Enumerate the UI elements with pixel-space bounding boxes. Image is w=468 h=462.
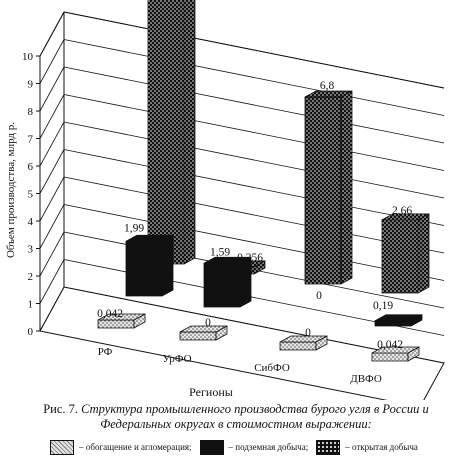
bar-front: [381, 219, 419, 294]
bar-side: [340, 90, 353, 285]
bar-top: [97, 313, 146, 321]
bar-1-0: [125, 234, 174, 297]
x-tick-label: РФ: [98, 346, 113, 358]
figure-caption: Рис. 7. Структура промышленного производ…: [8, 402, 464, 432]
legend-item-openpit: – открытая добыча: [316, 439, 418, 455]
data-label: 1,99: [124, 222, 144, 234]
bar-top: [279, 335, 328, 343]
bar-front: [374, 320, 412, 327]
bar-top: [371, 346, 420, 354]
gridline-back: [63, 121, 445, 199]
data-label: 1,59: [210, 246, 230, 258]
bar-side: [161, 234, 174, 297]
data-label: 0,042: [97, 308, 123, 320]
y-axis-label: Объем производства, млрд р.: [5, 122, 17, 258]
data-label: 6,8: [320, 80, 335, 92]
y-tick-label: 4: [28, 216, 34, 228]
data-label: 0: [305, 327, 311, 339]
floor-outline: [39, 286, 445, 408]
y-tick-label: 2: [28, 271, 34, 283]
bar-top: [381, 213, 430, 221]
bar-top: [203, 256, 252, 264]
x-axis-label: Регионы: [189, 385, 233, 399]
bar-front: [97, 319, 135, 329]
gridline-side: [39, 204, 65, 249]
gridline-back: [63, 66, 445, 144]
gridline-back: [63, 149, 445, 226]
x-tick-label: УрФО: [162, 353, 191, 365]
legend-label-openpit: – открытая добыча: [345, 442, 418, 452]
gridline-back: [63, 39, 445, 116]
y-tick-label: 1: [28, 299, 34, 311]
data-label: 0,042: [377, 339, 403, 351]
gridline-side: [39, 149, 65, 194]
gridline-back: [63, 11, 445, 89]
legend-item-enrichment: – обогащение и агломерация;: [50, 439, 192, 455]
gridline-side: [39, 11, 65, 57]
bar-front: [371, 352, 409, 362]
figure-title: Структура промышленного производства бур…: [81, 402, 429, 431]
bar-2-2: [304, 90, 353, 285]
legend-swatch-underground: [199, 439, 224, 455]
bar-front: [304, 96, 342, 285]
figure-number: Рис. 7.: [43, 402, 79, 416]
bar-2-3: [381, 213, 430, 294]
x-tick-label: ДВФО: [350, 373, 382, 385]
gridline-back: [63, 204, 445, 281]
x-tick-label: СибФО: [254, 362, 290, 374]
legend-swatch-openpit: [316, 439, 341, 455]
bar-side: [183, 0, 196, 265]
bar-0-3: [371, 346, 420, 362]
gridline-side: [39, 176, 65, 222]
bar-0-0: [97, 313, 146, 329]
y-tick-label: 6: [28, 161, 34, 173]
data-label: 2,66: [392, 205, 412, 217]
data-label: 0,19: [373, 300, 393, 312]
bar-2-0: [147, 0, 196, 265]
bar-front: [203, 262, 241, 308]
bar-0-2: [279, 335, 328, 351]
data-label: 0: [205, 317, 211, 329]
y-tick-label: 10: [22, 51, 34, 63]
legend-label-underground: – подземная добыча;: [228, 442, 309, 452]
legend-swatch-enrichment: [50, 439, 75, 455]
bar-1-1: [203, 256, 252, 308]
legend: – обогащение и агломерация; – подземная …: [4, 436, 464, 458]
gridline-side: [39, 39, 65, 84]
bar-front: [279, 341, 317, 351]
bar-1-3: [374, 314, 423, 327]
legend-label-enrichment: – обогащение и агломерация;: [79, 442, 192, 452]
bar-side: [417, 213, 430, 294]
bar-top: [304, 90, 353, 98]
y-tick-label: 9: [28, 79, 34, 91]
gridline-side: [39, 121, 65, 167]
bar-top: [374, 314, 423, 322]
bar-top: [125, 234, 174, 242]
legend-item-underground: – подземная добыча;: [199, 439, 309, 455]
y-tick-label: 8: [28, 106, 34, 118]
data-label: 0: [316, 290, 322, 302]
y-tick-label: 0: [28, 326, 34, 338]
y-tick-label: 5: [28, 189, 34, 201]
gridline-side: [39, 231, 65, 277]
bar-side: [239, 256, 252, 308]
bar-front: [125, 240, 163, 297]
bar-0-1: [179, 325, 228, 341]
gridline-side: [39, 66, 65, 112]
gridline-back: [63, 94, 445, 171]
bar-front: [147, 0, 185, 265]
y-tick-label: 7: [28, 134, 34, 146]
gridline-back: [63, 176, 445, 254]
gridline-side: [39, 94, 65, 139]
data-label: 0,256: [237, 252, 263, 264]
bar-top: [179, 325, 228, 333]
y-tick-label: 3: [28, 244, 34, 256]
gridline-side: [39, 259, 65, 304]
bar-front: [179, 331, 217, 341]
